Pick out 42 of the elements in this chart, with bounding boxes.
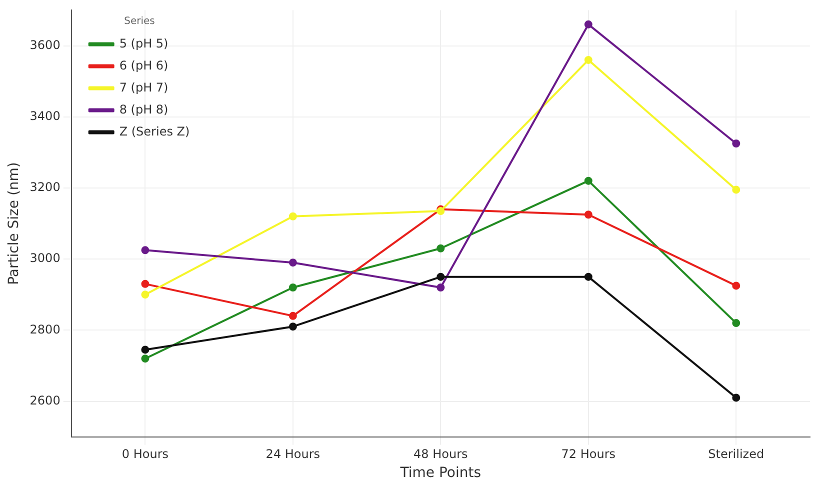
point: [584, 210, 592, 219]
point: [584, 272, 592, 281]
y-tick-label: 2800: [30, 322, 60, 336]
point: [288, 258, 297, 267]
point: [584, 20, 592, 28]
legend-label: Z (Series Z): [119, 124, 190, 138]
legend-label: 5 (pH 5): [119, 36, 168, 50]
legend-label: 7 (pH 7): [119, 80, 168, 94]
y-tick-label: 3000: [30, 251, 60, 266]
point: [436, 244, 445, 252]
y-tick-label: 3400: [30, 108, 60, 123]
x-tick-label: 24 Hours: [266, 447, 320, 462]
point: [732, 394, 740, 402]
y-tick-label: 3600: [30, 38, 60, 52]
point: [141, 246, 150, 254]
point: [141, 290, 150, 299]
x-axis-title: Time Points: [399, 465, 482, 482]
x-tick-label: 48 Hours: [414, 447, 468, 462]
point: [732, 282, 740, 290]
point: [288, 212, 297, 220]
point: [288, 322, 297, 331]
point: [288, 283, 297, 292]
legend-label: 6 (pH 6): [119, 58, 168, 72]
y-tick-label: 2600: [30, 393, 60, 408]
legend-label: 8 (pH 8): [119, 102, 168, 116]
point: [732, 186, 740, 194]
point: [732, 140, 740, 148]
point: [436, 283, 445, 292]
point: [732, 319, 740, 328]
x-tick-label: 72 Hours: [561, 447, 616, 462]
x-tick-label: Sterilized: [708, 447, 764, 462]
y-tick-label: 3200: [30, 180, 60, 194]
point: [141, 346, 150, 354]
y-axis-title: Particle Size (nm): [6, 162, 22, 285]
point: [584, 56, 592, 64]
x-tick-label: 0 Hours: [122, 447, 169, 462]
legend-title: Series: [124, 16, 155, 27]
point: [288, 312, 297, 320]
point: [436, 272, 445, 281]
point: [141, 354, 150, 363]
point: [141, 280, 150, 288]
point: [584, 176, 592, 185]
